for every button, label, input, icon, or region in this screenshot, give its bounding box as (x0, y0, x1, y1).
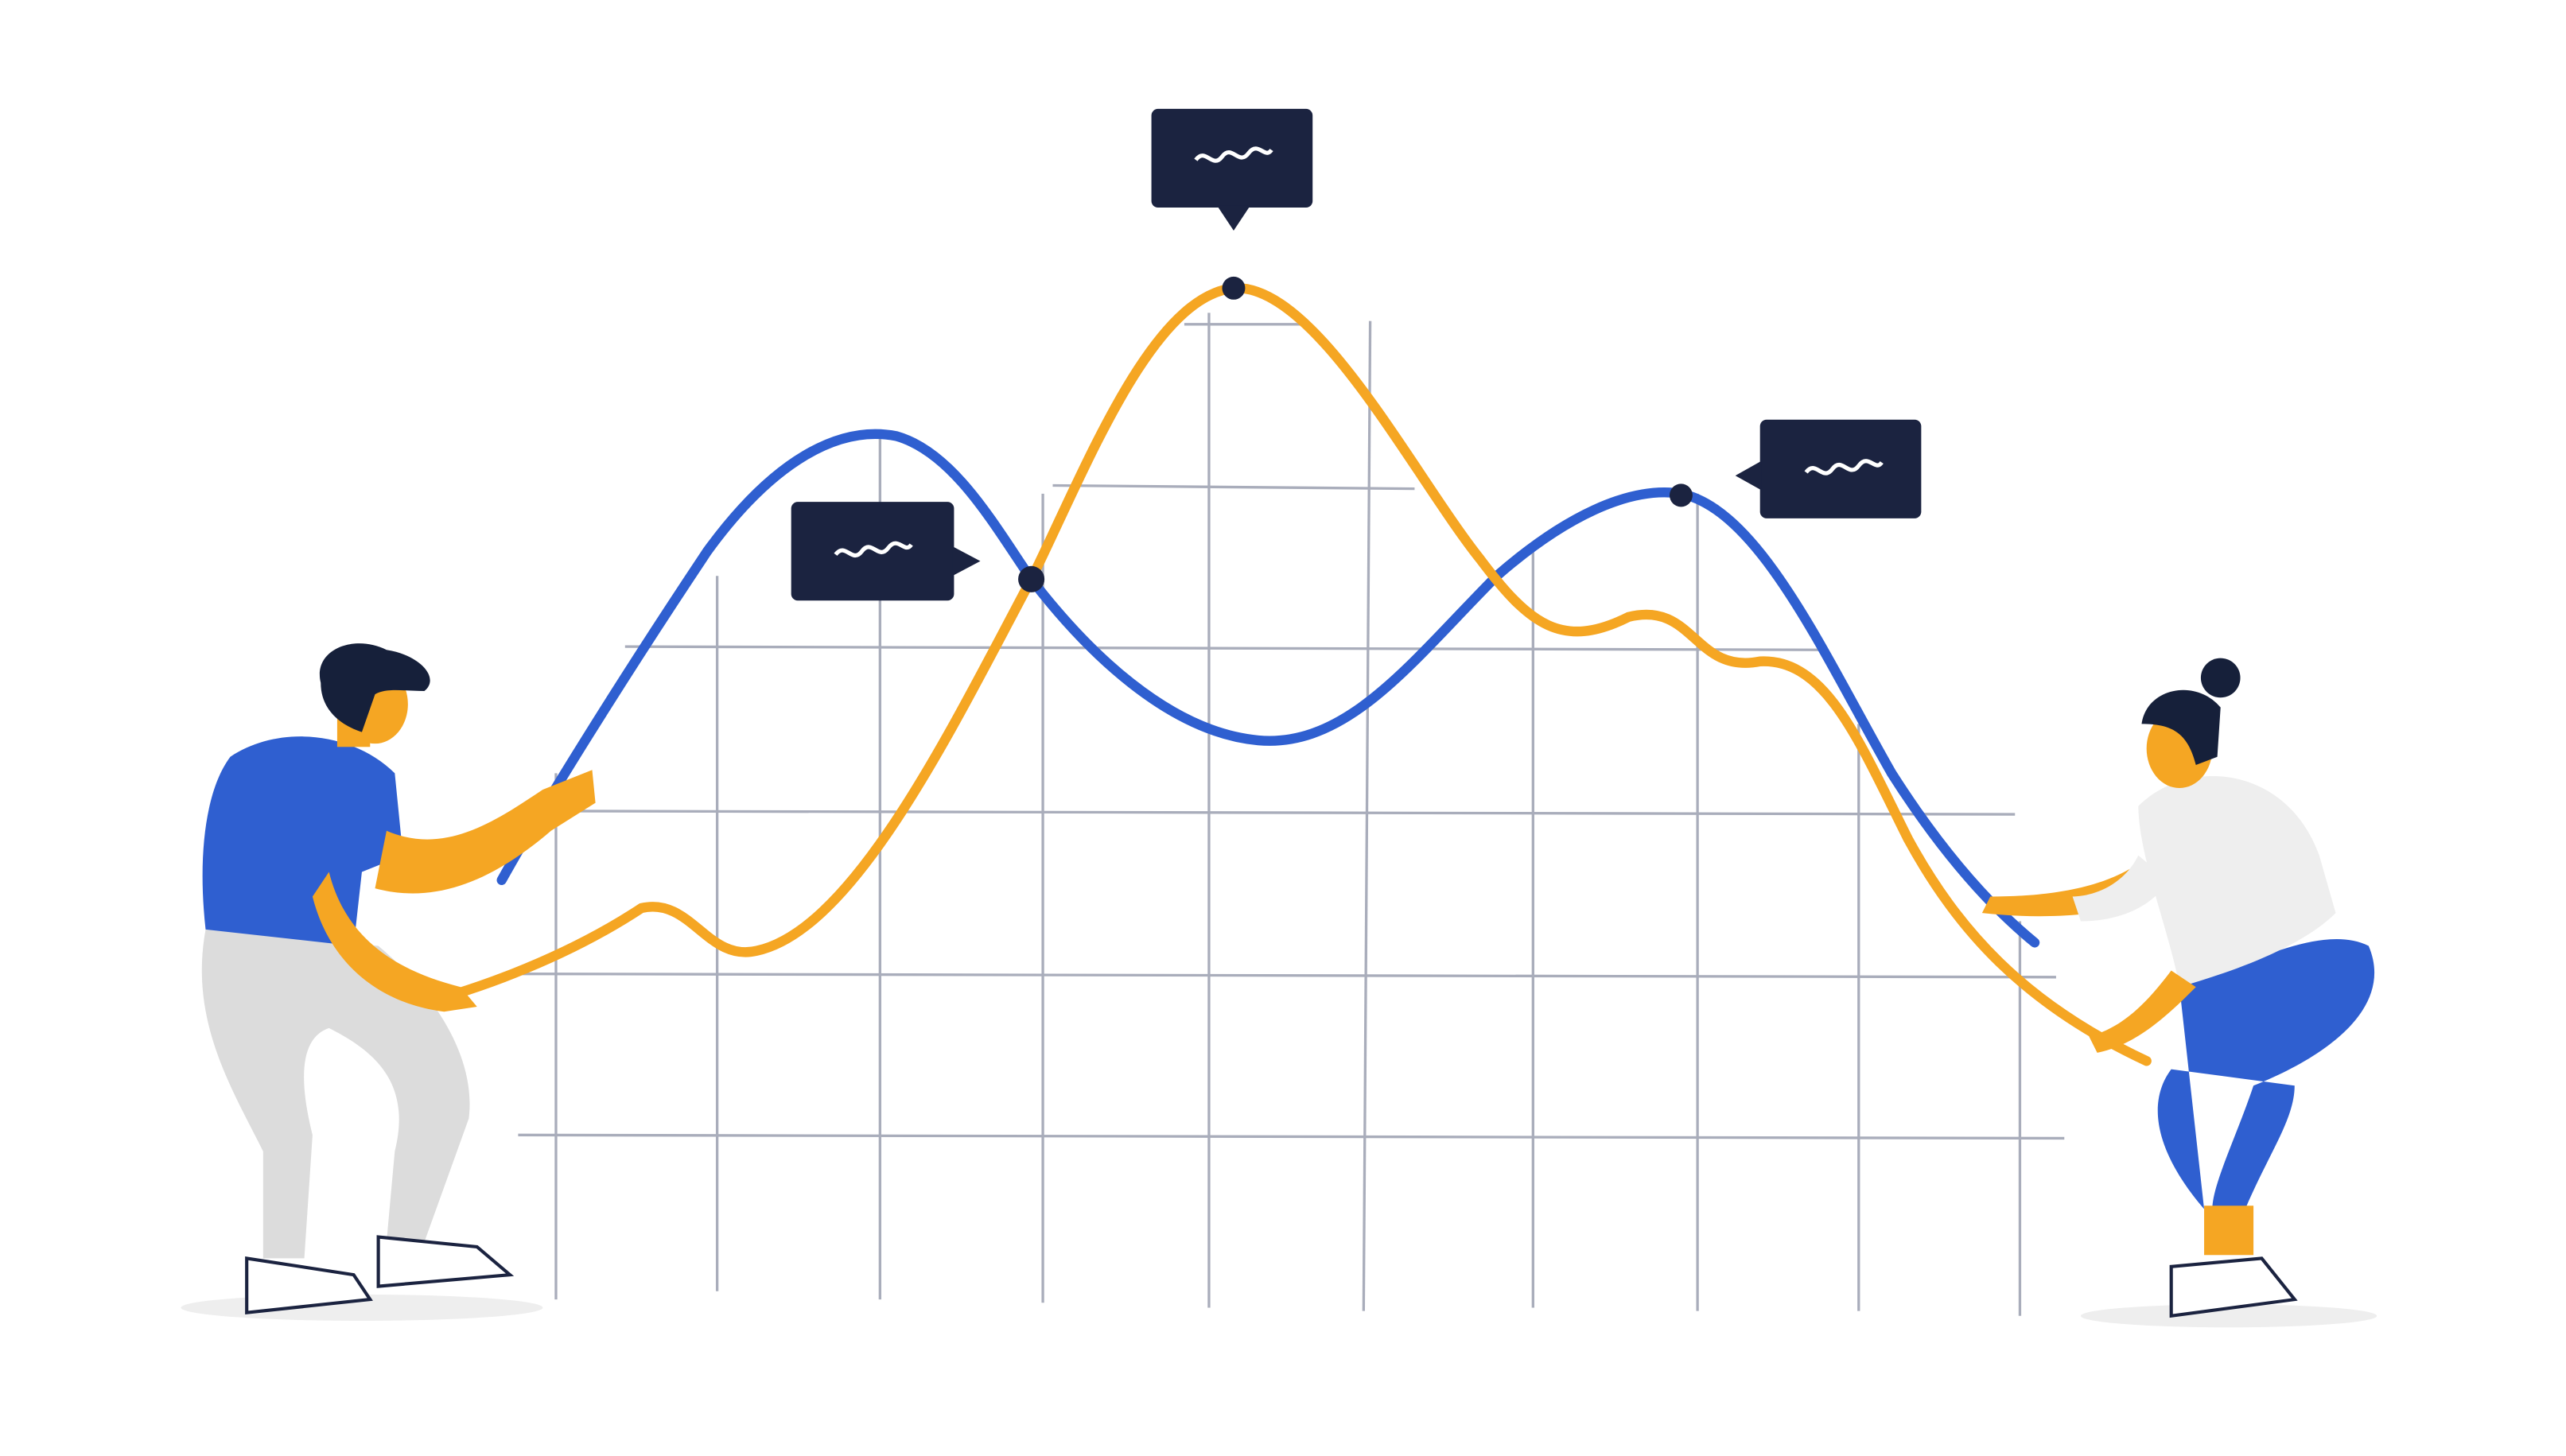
squiggle-icon (834, 541, 913, 558)
speech-bubble-icon (791, 502, 981, 601)
woman-figure (1981, 658, 2377, 1328)
blue-line (496, 429, 2040, 948)
blue-peak-dot (1669, 483, 1693, 507)
squiggle-icon (1804, 459, 1884, 476)
squiggle-icon (1194, 146, 1273, 163)
speech-bubble-icon (1735, 419, 1922, 518)
orange-line (402, 283, 2152, 1066)
man-figure (181, 643, 596, 1321)
peak-dot (1222, 276, 1246, 300)
speech-bubble-icon (1151, 108, 1313, 231)
intersection-dot (1018, 565, 1045, 592)
grid (518, 313, 2065, 1316)
